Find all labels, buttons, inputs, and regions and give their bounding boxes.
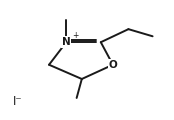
Text: +: + bbox=[73, 31, 79, 40]
Text: O: O bbox=[109, 60, 117, 70]
Text: I⁻: I⁻ bbox=[13, 95, 23, 108]
Text: N: N bbox=[62, 37, 71, 47]
